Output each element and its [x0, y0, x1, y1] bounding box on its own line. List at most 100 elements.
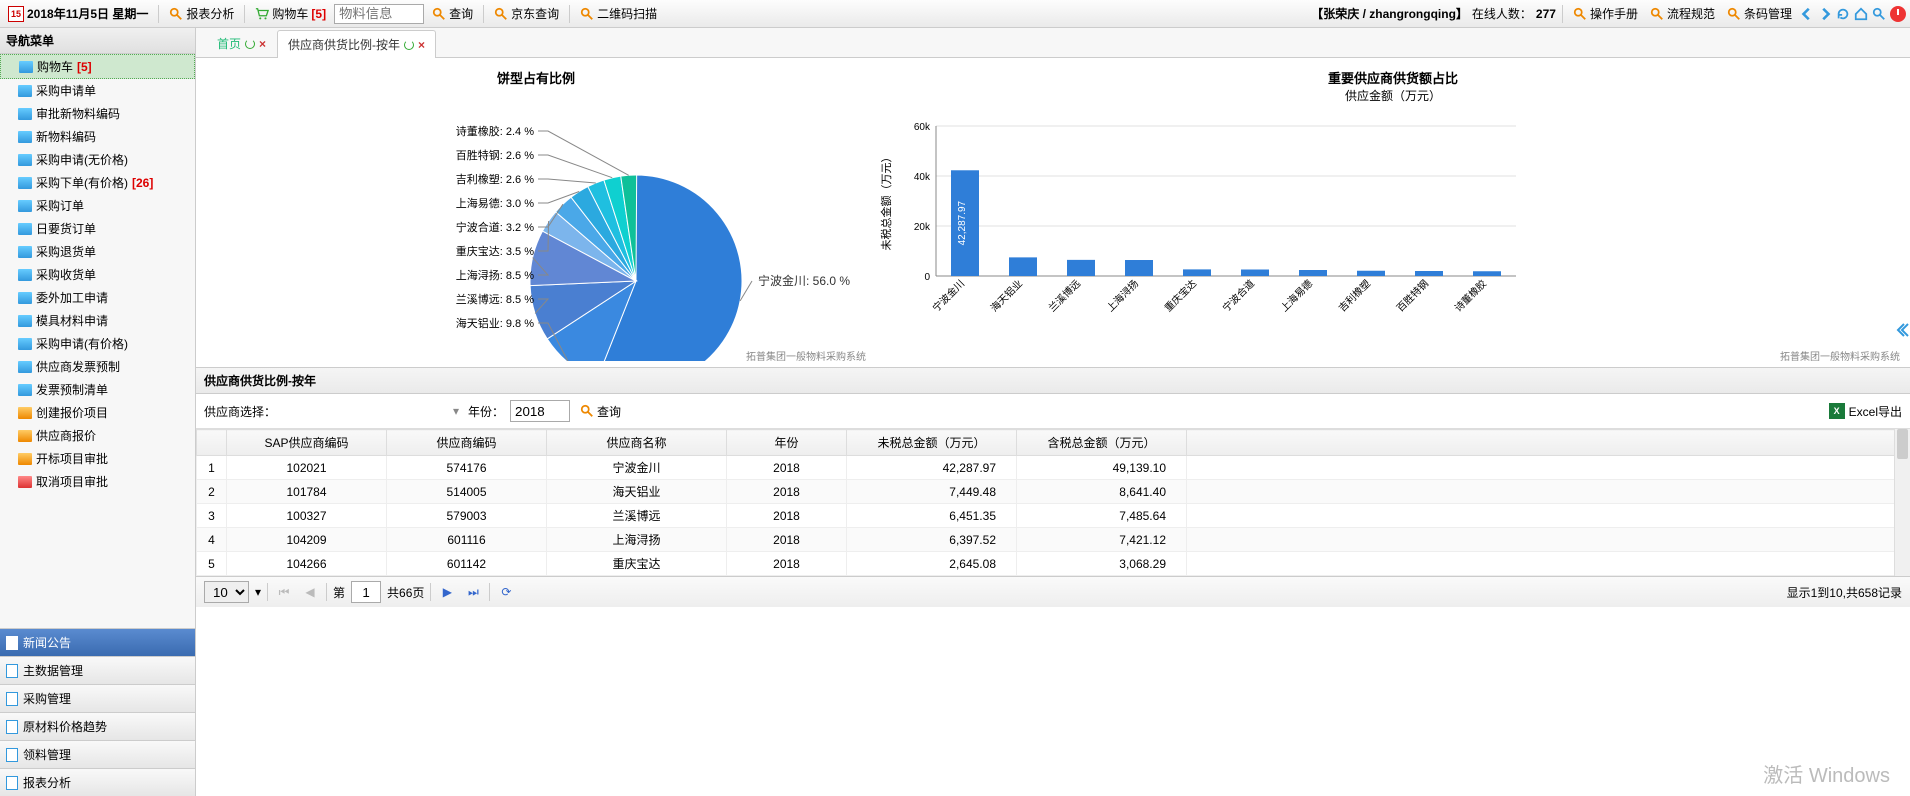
excel-export-button[interactable]: X Excel导出	[1829, 403, 1902, 420]
close-icon[interactable]: ×	[259, 37, 266, 51]
sidebar-item[interactable]: 购物车[5]	[0, 54, 195, 79]
column-header[interactable]: SAP供应商编码	[227, 430, 387, 456]
sidebar-item[interactable]: 创建报价项目	[0, 401, 195, 424]
column-header[interactable]	[197, 430, 227, 456]
filter-search-button[interactable]: 查询	[576, 401, 625, 422]
sidebar-item-label: 新物料编码	[36, 128, 96, 145]
sidebar-item[interactable]: 采购退货单	[0, 240, 195, 263]
folder-icon	[18, 200, 32, 212]
sidebar-item[interactable]: 日要货订单	[0, 217, 195, 240]
sidebar-item[interactable]: 供应商发票预制	[0, 355, 195, 378]
barcode-button[interactable]: 条码管理	[1723, 3, 1796, 24]
back-icon[interactable]	[1800, 7, 1814, 21]
first-page-button[interactable]: ⏮	[274, 582, 294, 602]
svg-text:20k: 20k	[914, 222, 931, 233]
bar-chart-title: 重要供应商供货额占比 供应金额（万元）	[876, 58, 1910, 108]
table-row[interactable]: 2101784514005海天铝业20187,449.488,641.40	[197, 480, 1910, 504]
svg-text:42,287.97: 42,287.97	[957, 200, 968, 245]
table-row[interactable]: 3100327579003兰溪博远20186,451.357,485.64	[197, 504, 1910, 528]
scrollbar[interactable]	[1894, 429, 1910, 576]
sidebar-item[interactable]: 审批新物料编码	[0, 102, 195, 125]
sidebar-item[interactable]: 委外加工申请	[0, 286, 195, 309]
accordion-label: 领料管理	[23, 746, 71, 763]
table-row[interactable]: 4104209601116上海浔扬20186,397.527,421.12	[197, 528, 1910, 552]
tab[interactable]: 首页×	[206, 29, 277, 57]
svg-text:宁波合道: 宁波合道	[1220, 277, 1257, 314]
prev-page-button[interactable]: ◀	[300, 582, 320, 602]
doc-icon	[6, 748, 18, 762]
sidebar-item[interactable]: 供应商报价	[0, 424, 195, 447]
sidebar-item[interactable]: 采购申请(无价格)	[0, 148, 195, 171]
column-header[interactable]: 供应商名称	[547, 430, 727, 456]
supplier-select[interactable]: ▾	[282, 404, 462, 418]
home-icon[interactable]	[1854, 7, 1868, 21]
report-analysis-button[interactable]: 报表分析	[165, 3, 238, 24]
table-row[interactable]: 1102021574176宁波金川201842,287.9749,139.10	[197, 456, 1910, 480]
accordion-item[interactable]: 领料管理	[0, 740, 195, 768]
cart-icon	[255, 7, 269, 21]
sidebar-item[interactable]: 采购下单(有价格)[26]	[0, 171, 195, 194]
refresh-icon[interactable]	[245, 39, 255, 49]
accordion-label: 新闻公告	[23, 634, 71, 651]
sidebar-item[interactable]: 新物料编码	[0, 125, 195, 148]
cart-badge: [5]	[311, 7, 326, 21]
search-icon	[494, 7, 508, 21]
pager: 10 ▾ ⏮ ◀ 第 共66页 ▶ ⏭ ⟳ 显示1到10,共658记录	[196, 576, 1910, 607]
accordion-label: 报表分析	[23, 774, 71, 791]
sidebar-item[interactable]: 取消项目审批	[0, 470, 195, 493]
year-input[interactable]	[510, 400, 570, 422]
svg-text:重庆宝达: 3.5 %: 重庆宝达: 3.5 %	[456, 244, 534, 258]
doc-icon	[6, 776, 18, 790]
top-toolbar: 15 2018年11月5日 星期一 报表分析 购物车[5] 查询 京东查询 二维…	[0, 0, 1910, 28]
jd-search-button[interactable]: 京东查询	[490, 3, 563, 24]
sidebar-item[interactable]: 采购申请(有价格)	[0, 332, 195, 355]
search-button[interactable]: 查询	[428, 3, 477, 24]
refresh-icon[interactable]	[404, 40, 414, 50]
column-header[interactable]: 含税总金额（万元）	[1017, 430, 1187, 456]
column-header[interactable]: 供应商编码	[387, 430, 547, 456]
power-icon[interactable]	[1890, 6, 1906, 22]
refresh-page-button[interactable]: ⟳	[496, 582, 516, 602]
accordion-item[interactable]: 原材料价格趋势	[0, 712, 195, 740]
sidebar-item[interactable]: 模具材料申请	[0, 309, 195, 332]
accordion-item[interactable]: 采购管理	[0, 684, 195, 712]
accordion-item[interactable]: 报表分析	[0, 768, 195, 796]
folder-icon	[18, 361, 32, 373]
accordion-item[interactable]: 新闻公告	[0, 628, 195, 656]
sidebar-item[interactable]: 采购收货单	[0, 263, 195, 286]
folder-icon	[18, 407, 32, 419]
column-header[interactable]: 年份	[727, 430, 847, 456]
search-icon	[169, 7, 183, 21]
sidebar-item[interactable]: 发票预制清单	[0, 378, 195, 401]
sidebar-accordion: 新闻公告主数据管理采购管理原材料价格趋势领料管理报表分析	[0, 628, 195, 796]
page-input[interactable]	[351, 581, 381, 603]
page-size-select[interactable]: 10	[204, 581, 249, 603]
sidebar-item[interactable]: 采购申请单	[0, 79, 195, 102]
accordion-item[interactable]: 主数据管理	[0, 656, 195, 684]
close-icon[interactable]: ×	[418, 38, 425, 52]
bar-chart: 未税总金额（万元）020k40k60k42,287.97宁波金川海天铝业兰溪博远…	[876, 108, 1536, 338]
qr-scan-button[interactable]: 二维码扫描	[576, 3, 661, 24]
next-page-button[interactable]: ▶	[437, 582, 457, 602]
search-icon	[1727, 7, 1741, 21]
excel-icon: X	[1829, 403, 1845, 419]
forward-icon[interactable]	[1818, 7, 1832, 21]
sidebar-item-label: 供应商报价	[36, 427, 96, 444]
sidebar-item[interactable]: 开标项目审批	[0, 447, 195, 470]
sidebar-item-label: 采购申请单	[36, 82, 96, 99]
sidebar-item-label: 采购订单	[36, 197, 84, 214]
sidebar-item[interactable]: 采购订单	[0, 194, 195, 217]
refresh-icon[interactable]	[1836, 7, 1850, 21]
tab[interactable]: 供应商供货比例-按年×	[277, 30, 436, 58]
folder-icon	[18, 223, 32, 235]
material-search-input[interactable]	[334, 4, 424, 24]
last-page-button[interactable]: ⏭	[463, 582, 483, 602]
manual-button[interactable]: 操作手册	[1569, 3, 1642, 24]
table-row[interactable]: 5104266601142重庆宝达20182,645.083,068.29	[197, 552, 1910, 576]
search-icon[interactable]	[1872, 7, 1886, 21]
sidebar-item-label: 创建报价项目	[36, 404, 108, 421]
process-button[interactable]: 流程规范	[1646, 3, 1719, 24]
column-header[interactable]: 未税总金额（万元）	[847, 430, 1017, 456]
cart-button[interactable]: 购物车[5]	[251, 3, 330, 24]
tabs: 首页×供应商供货比例-按年×	[196, 28, 1910, 58]
